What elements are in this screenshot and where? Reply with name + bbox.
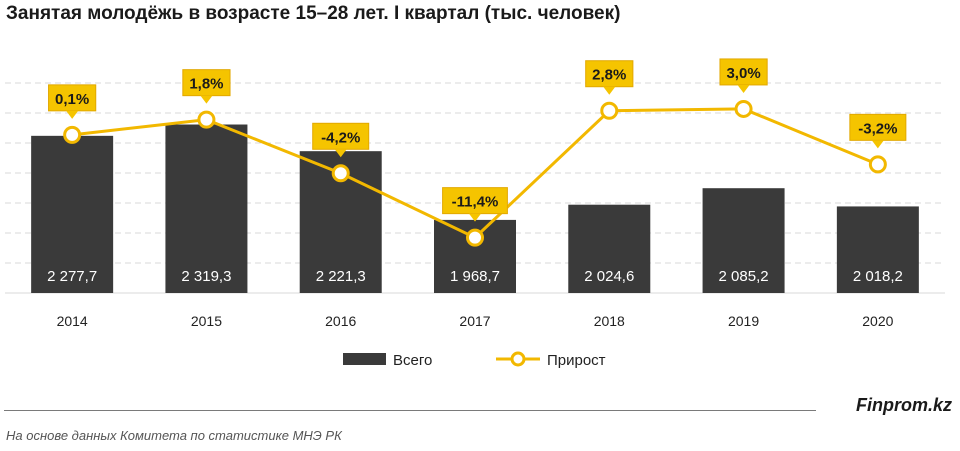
growth-label-pointer [334, 149, 347, 158]
growth-label-pointer [469, 213, 481, 222]
bar-label-2017: 1 968,7 [450, 268, 500, 285]
bar-2019 [702, 188, 785, 293]
x-tick-2017: 2017 [459, 313, 490, 329]
growth-label-box [719, 58, 768, 86]
bar-2014 [31, 135, 114, 293]
brand-logo: Finprom.kz [855, 395, 952, 415]
bar-2020 [836, 206, 919, 293]
growth-label-2016: -4,2% [312, 122, 370, 158]
x-tick-2018: 2018 [594, 313, 625, 329]
growth-label-pointer [737, 84, 750, 93]
source-note: На основе данных Комитета по статистике … [6, 428, 342, 443]
growth-label-2014: 0,1% [48, 84, 97, 119]
legend-swatch-bar [343, 353, 386, 365]
bar-label-2015: 2 319,3 [181, 268, 231, 285]
growth-label-box [585, 60, 634, 88]
growth-label-pointer [871, 140, 884, 149]
legend-swatch-marker [510, 351, 526, 367]
growth-line [63, 99, 887, 247]
bar-2015 [165, 124, 248, 293]
growth-label-text: 3,0% [726, 65, 760, 82]
growth-label-pointer [66, 110, 79, 119]
growth-label-2015: 1,8% [182, 69, 231, 104]
bar-label-2019: 2 085,2 [719, 268, 769, 285]
bar-label-2018: 2 024,6 [584, 268, 634, 285]
growth-label-box [48, 84, 97, 112]
growth-point-2016 [331, 164, 350, 183]
legend: Всего Прирост [343, 351, 606, 369]
growth-label-2020: -3,2% [849, 113, 907, 149]
growth-label-2017: -11,4% [442, 187, 508, 222]
x-tick-2016: 2016 [325, 313, 356, 329]
growth-point-2014 [63, 125, 82, 144]
growth-label-pointer [200, 95, 213, 104]
chart: 2 277,7 2 319,3 2 221,3 1 968,7 2 024,6 2 085… [5, 58, 945, 369]
growth-point-2017 [466, 228, 484, 247]
growth-label-text: 1,8% [189, 76, 223, 93]
growth-point-2018 [600, 101, 619, 120]
x-tick-labels: 2014 2015 2016 2017 2018 2019 2020 [57, 313, 894, 329]
growth-label-box [442, 187, 508, 215]
growth-label-text: -4,2% [321, 129, 360, 146]
growth-label-2019: 3,0% [719, 58, 768, 93]
growth-point-2020 [868, 155, 887, 174]
growth-label-2018: 2,8% [585, 60, 634, 95]
x-tick-2015: 2015 [191, 313, 222, 329]
x-tick-2020: 2020 [862, 313, 893, 329]
growth-label-box [182, 69, 231, 97]
bar-label-2016: 2 221,3 [316, 268, 366, 285]
growth-label-text: -3,2% [858, 120, 897, 137]
growth-label-text: -11,4% [452, 194, 499, 211]
growth-point-2015 [197, 110, 216, 129]
bar-2018 [568, 204, 651, 293]
footer-divider [4, 410, 816, 411]
chart-title: Занятая молодёжь в возрасте 15–28 лет. I… [6, 3, 621, 24]
growth-label-pointer [603, 86, 616, 95]
x-tick-2019: 2019 [728, 313, 759, 329]
growth-point-2019 [734, 99, 753, 118]
bar-labels: 2 277,7 2 319,3 2 221,3 1 968,7 2 024,6 2 085… [47, 268, 903, 285]
growth-label-box [312, 122, 370, 150]
growth-labels: 0,1% 1,8% -4,2% -11,4% 2,8% 3,0% -3,2% [48, 58, 907, 222]
growth-label-text: 2,8% [592, 67, 626, 84]
legend-label-line: Прирост [547, 352, 606, 369]
x-tick-2014: 2014 [57, 313, 88, 329]
growth-label-text: 0,1% [55, 91, 89, 108]
legend-label-bar: Всего [393, 352, 432, 369]
bar-label-2020: 2 018,2 [853, 268, 903, 285]
bar-label-2014: 2 277,7 [47, 268, 97, 285]
